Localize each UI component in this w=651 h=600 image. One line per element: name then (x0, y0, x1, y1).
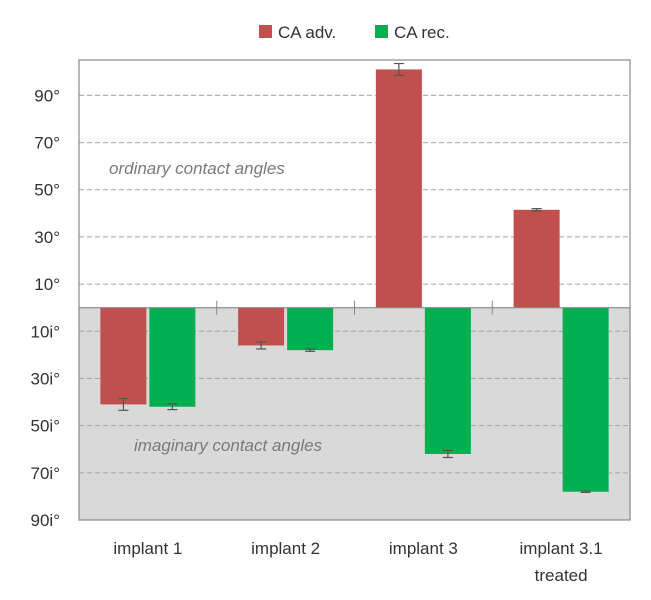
legend-label-ca-adv: CA adv. (278, 23, 336, 42)
bar-ca-adv (238, 307, 285, 346)
category-labels: implant 1 implant 2 implant 3 implant 3.1 tr… (113, 539, 602, 585)
bars (100, 69, 609, 492)
y-tick-label: 10° (34, 275, 60, 294)
plot-frame (78, 59, 631, 521)
bar-ca-rec (149, 307, 196, 407)
bar-ca-rec (287, 307, 334, 351)
y-tick-label: 50i° (31, 417, 60, 436)
y-tick-label: 30i° (31, 369, 60, 388)
legend: CA adv. CA rec. (259, 23, 450, 42)
bar-ca-rec (424, 307, 471, 454)
bar-ca-rec (562, 307, 609, 492)
imaginary-contact-angles-label: imaginary contact angles (134, 436, 323, 455)
legend-swatch-ca-rec (375, 25, 388, 38)
ordinary-contact-angles-label: ordinary contact angles (109, 159, 285, 178)
bar-ca-adv (513, 209, 560, 308)
category-label: implant 3.1 (520, 539, 603, 558)
legend-swatch-ca-adv (259, 25, 272, 38)
category-label: implant 2 (251, 539, 320, 558)
category-label: implant 3 (389, 539, 458, 558)
bar-ca-adv (100, 307, 147, 405)
category-ticks (216, 300, 493, 315)
y-tick-label: 30° (34, 228, 60, 247)
error-bars (118, 62, 591, 493)
y-tick-label: 50° (34, 181, 60, 200)
legend-label-ca-rec: CA rec. (394, 23, 450, 42)
y-tick-labels: 90° 70° 50° 30° 10° 10i° 30i° 50i° 70i° 90i° (31, 86, 60, 530)
y-tick-label: 10i° (31, 322, 60, 341)
bar-ca-adv (375, 69, 422, 308)
category-label: treated (535, 566, 588, 585)
y-tick-label: 70° (34, 134, 60, 153)
category-label: implant 1 (113, 539, 182, 558)
y-tick-label: 90i° (31, 511, 60, 530)
y-tick-label: 90° (34, 86, 60, 105)
y-tick-label: 70i° (31, 464, 60, 483)
